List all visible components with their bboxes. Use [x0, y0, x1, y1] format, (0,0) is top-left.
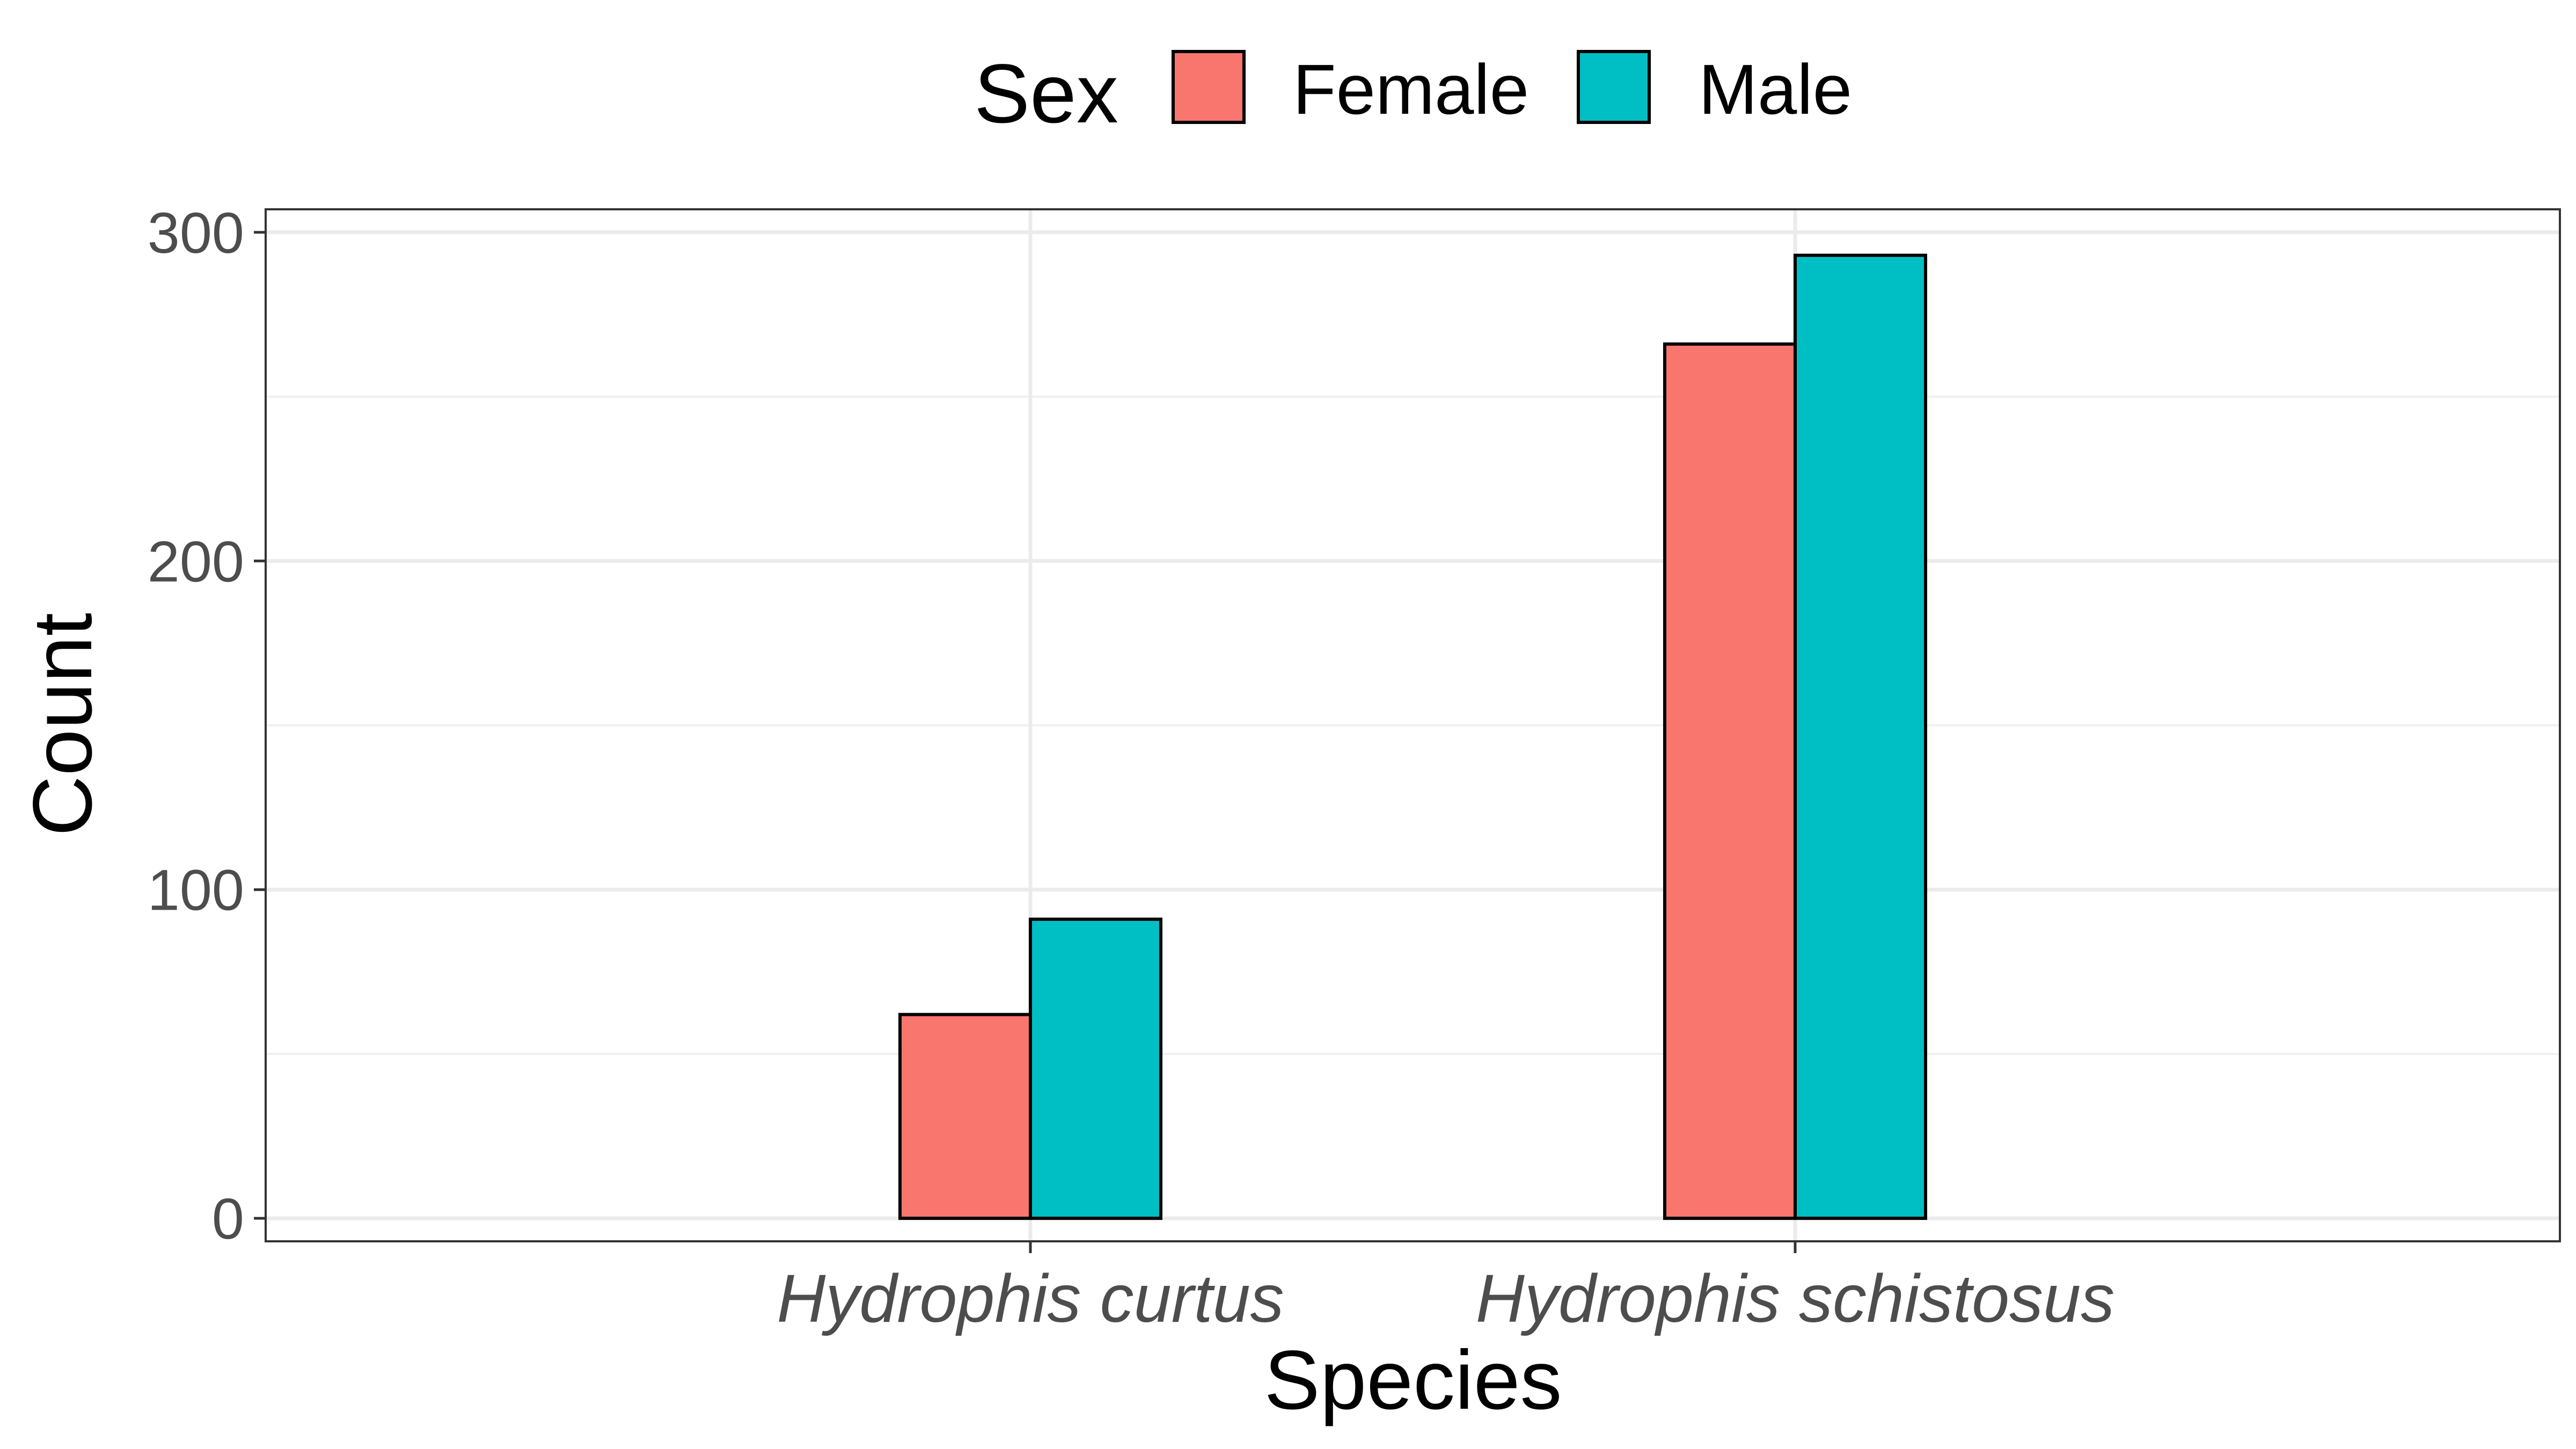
- legend: Sex Female Male: [974, 47, 1852, 141]
- y-tick-label: 0: [212, 1186, 244, 1251]
- x-tick-label: Hydrophis schistosus: [1476, 1261, 2114, 1336]
- bars: [898, 253, 1927, 1220]
- legend-title: Sex: [974, 47, 1118, 141]
- x-axis-title: Species: [1264, 1334, 1562, 1427]
- bar-female-1: [898, 1013, 1032, 1220]
- bar-male-1: [1029, 917, 1162, 1220]
- legend-key-male: [1577, 50, 1651, 124]
- y-tick-label: 100: [148, 858, 244, 923]
- legend-key-female: [1172, 50, 1246, 124]
- y-tick-label: 200: [148, 529, 244, 594]
- y-axis: 0 100 200 300: [148, 200, 266, 1251]
- legend-label-female: Female: [1293, 50, 1529, 129]
- plot-panel: [265, 208, 2561, 1242]
- bar-male-2: [1794, 253, 1927, 1220]
- bar-female-2: [1663, 342, 1797, 1220]
- minor-gridlines: [266, 396, 2560, 1055]
- panel-border: [265, 208, 2561, 1242]
- x-tick-label: Hydrophis curtus: [777, 1261, 1284, 1336]
- legend-label-male: Male: [1699, 50, 1852, 129]
- y-axis-title: Count: [16, 613, 109, 836]
- x-axis: Hydrophis curtus Hydrophis schistosus: [777, 1241, 2114, 1336]
- y-tick-label: 300: [148, 200, 244, 265]
